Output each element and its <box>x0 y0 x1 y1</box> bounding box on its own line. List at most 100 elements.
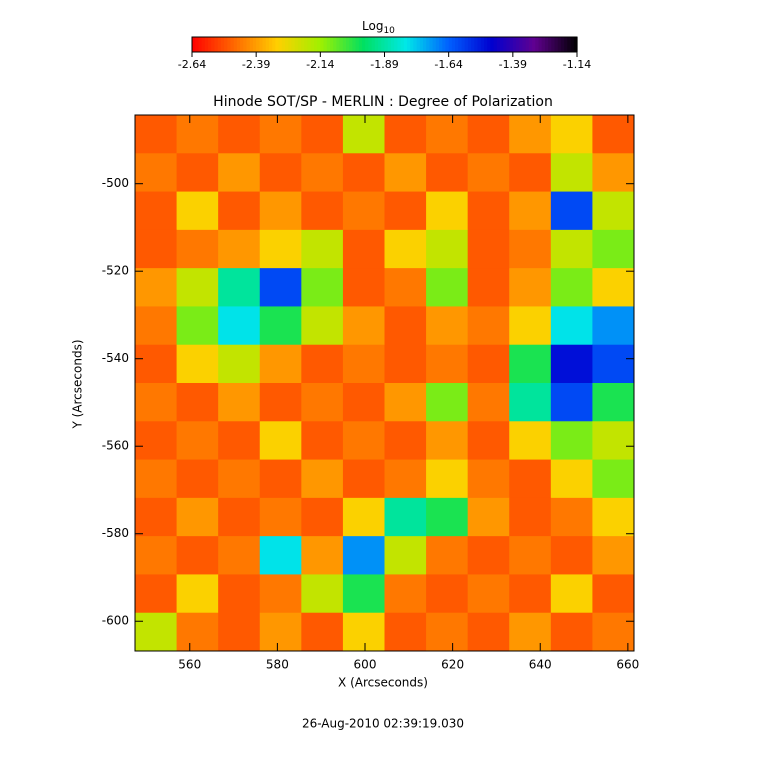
heatmap-cell <box>218 115 261 154</box>
colorbar-segment <box>451 37 456 52</box>
heatmap-cell <box>509 344 552 384</box>
colorbar-segment <box>512 37 517 52</box>
heatmap-cell <box>509 497 552 537</box>
heatmap-cell <box>467 574 510 614</box>
colorbar-segment <box>259 37 264 52</box>
colorbar-segment <box>352 37 357 52</box>
colorbar-segment <box>554 37 559 52</box>
heatmap-cell <box>176 574 219 614</box>
heatmap-cell <box>259 344 302 384</box>
heatmap-cell <box>467 229 510 269</box>
heatmap-cell <box>509 115 552 154</box>
heatmap-cell <box>384 344 427 384</box>
colorbar-segment <box>214 37 219 52</box>
colorbar-segment <box>442 37 447 52</box>
heatmap-cell <box>426 421 469 461</box>
colorbar-segment <box>416 37 421 52</box>
heatmap-cell <box>426 612 469 652</box>
heatmap-cell <box>509 268 552 307</box>
heatmap-cell <box>218 383 261 422</box>
heatmap-cell <box>426 229 469 269</box>
colorbar-segment <box>208 37 212 52</box>
colorbar-segment <box>544 37 549 52</box>
heatmap-cell <box>467 115 510 154</box>
colorbar-segment <box>516 37 520 52</box>
colorbar-segment <box>339 37 344 52</box>
colorbar-segment <box>496 37 501 52</box>
heatmap-cell <box>135 459 178 499</box>
colorbar-segment <box>192 37 196 52</box>
heatmap-cell <box>384 153 427 193</box>
heatmap-cell <box>176 153 219 193</box>
heatmap-cell <box>301 229 344 269</box>
heatmap-cell <box>426 115 469 154</box>
colorbar-segment <box>310 37 315 52</box>
colorbar-tick-label: -1.64 <box>434 58 462 71</box>
heatmap-cell <box>135 497 178 537</box>
heatmap-cell <box>301 612 344 652</box>
colorbar-segment <box>211 37 216 52</box>
colorbar-segment <box>294 37 299 52</box>
heatmap-cell <box>342 612 385 652</box>
colorbar-segment <box>217 37 222 52</box>
colorbar-segment <box>297 37 302 52</box>
x-tick-label: 580 <box>266 658 289 672</box>
colorbar-segment <box>474 37 479 52</box>
colorbar-segment <box>195 37 200 52</box>
heatmap-cell <box>426 536 469 575</box>
heatmap-cell <box>135 153 178 193</box>
colorbar-segment <box>532 37 536 52</box>
colorbar-segment <box>275 37 280 52</box>
colorbar-segment <box>403 37 408 52</box>
heatmap-cell <box>509 459 552 499</box>
heatmap-cell <box>426 191 469 231</box>
colorbar-segment <box>535 37 540 52</box>
heatmap-cell <box>550 229 593 269</box>
heatmap-cell <box>301 306 344 346</box>
heatmap-cell <box>176 421 219 461</box>
heatmap-cell <box>467 497 510 537</box>
colorbar-segment <box>455 37 459 52</box>
colorbar-segment <box>435 37 440 52</box>
heatmap-cell <box>301 536 344 575</box>
colorbar-segment <box>365 37 370 52</box>
heatmap-cell <box>467 612 510 652</box>
heatmap-cell <box>301 153 344 193</box>
colorbar-segment <box>400 37 405 52</box>
heatmap-cell <box>550 153 593 193</box>
colorbar-segment <box>240 37 244 52</box>
colorbar-tick-label: -1.14 <box>563 58 591 71</box>
colorbar-segment <box>500 37 504 52</box>
heatmap-cell <box>342 497 385 537</box>
heatmap-cell <box>592 344 635 384</box>
heatmap-cell <box>342 421 385 461</box>
heatmap-cell <box>135 612 178 652</box>
colorbar-segment <box>224 37 228 52</box>
heatmap-cell <box>301 421 344 461</box>
heatmap-cell <box>592 536 635 575</box>
colorbar-segment <box>490 37 495 52</box>
heatmap-cell <box>218 153 261 193</box>
heatmap-cell <box>592 153 635 193</box>
heatmap-cell <box>259 574 302 614</box>
heatmap-cell <box>550 268 593 307</box>
y-axis-label: Y (Arcseconds) <box>71 339 85 429</box>
heatmap-cell <box>176 612 219 652</box>
heatmap-cell <box>176 383 219 422</box>
heatmap-cell <box>550 497 593 537</box>
heatmap-cell <box>550 306 593 346</box>
colorbar-segment <box>525 37 530 52</box>
heatmap-cell <box>384 536 427 575</box>
x-tick-label: 560 <box>178 658 201 672</box>
colorbar-segment <box>528 37 533 52</box>
y-tick-label: -540 <box>102 351 129 365</box>
heatmap-cell <box>509 153 552 193</box>
y-tick-label: -580 <box>102 526 129 540</box>
colorbar-segment <box>567 37 572 52</box>
heatmap-cell <box>426 383 469 422</box>
heatmap-cell <box>259 497 302 537</box>
heatmap-cell <box>259 115 302 154</box>
colorbar-segment <box>204 37 209 52</box>
heatmap-cell <box>467 344 510 384</box>
heatmap-cell <box>218 536 261 575</box>
